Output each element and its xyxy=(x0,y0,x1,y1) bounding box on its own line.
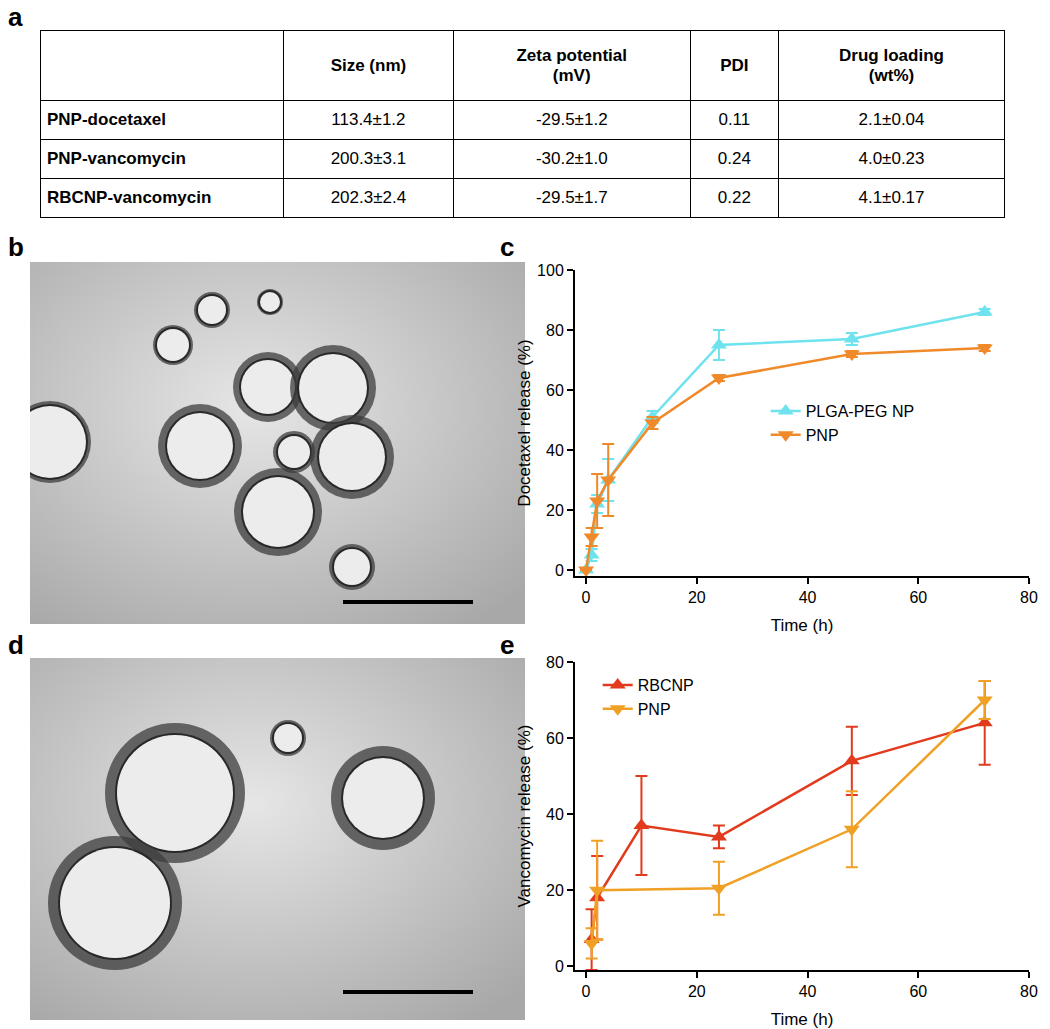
svg-text:40: 40 xyxy=(546,442,564,459)
html-text:0.22: 0.22 xyxy=(717,188,751,207)
html-text:c: c xyxy=(500,232,515,262)
html-text:d: d xyxy=(8,630,24,660)
svg-text:0: 0 xyxy=(555,958,564,975)
svg-text:60: 60 xyxy=(909,983,927,1000)
svg-text:20: 20 xyxy=(688,983,706,1000)
svg-text:60: 60 xyxy=(546,730,564,747)
html-text:PDI: PDI xyxy=(720,55,749,75)
html-text:e: e xyxy=(500,630,515,660)
html-text:-29.5±1.7: -29.5±1.7 xyxy=(535,188,608,207)
svg-text:0: 0 xyxy=(582,983,591,1000)
svg-text:Vancomycin release (%): Vancomycin release (%) xyxy=(515,725,534,908)
html-text:RBCNP-vancomycin: RBCNP-vancomycin xyxy=(47,188,212,207)
html-text:PNP-docetaxel: PNP-docetaxel xyxy=(47,110,166,130)
html-text:a: a xyxy=(8,2,23,32)
html-text:b: b xyxy=(8,232,24,262)
svg-text:80: 80 xyxy=(546,322,564,339)
svg-text:20: 20 xyxy=(546,502,564,519)
html-text:Size (nm): Size (nm) xyxy=(330,55,407,75)
html-text:0.24: 0.24 xyxy=(717,149,751,168)
svg-text:80: 80 xyxy=(1020,983,1038,1000)
html-text:0.11: 0.11 xyxy=(718,110,751,130)
svg-text:60: 60 xyxy=(546,382,564,399)
svg-text:PNP: PNP xyxy=(806,427,839,444)
svg-text:Time (h): Time (h) xyxy=(771,1010,834,1029)
html-text:4.0±0.23: 4.0±0.23 xyxy=(858,149,925,168)
html-text:PNP-vancomycin: PNP-vancomycin xyxy=(47,149,186,168)
html-text:-29.5±1.2: -29.5±1.2 xyxy=(535,110,608,130)
html-text:4.1±0.17: 4.1±0.17 xyxy=(858,188,925,207)
svg-text:RBCNP: RBCNP xyxy=(638,677,694,694)
html-text:Zeta potential (mV): Zeta potential (mV) xyxy=(516,45,627,85)
svg-text:0: 0 xyxy=(555,562,564,579)
html-text:-30.2±1.0: -30.2±1.0 xyxy=(535,149,608,168)
svg-text:20: 20 xyxy=(688,589,706,606)
svg-text:100: 100 xyxy=(537,262,564,279)
html-text:202.3±2.4: 202.3±2.4 xyxy=(330,188,407,207)
svg-text:20: 20 xyxy=(546,882,564,899)
svg-text:80: 80 xyxy=(546,654,564,671)
html-text:113.4±1.2: 113.4±1.2 xyxy=(331,110,406,130)
svg-text:40: 40 xyxy=(546,806,564,823)
svg-text:Time (h): Time (h) xyxy=(771,616,834,635)
svg-text:PLGA-PEG NP: PLGA-PEG NP xyxy=(806,403,914,420)
html-text:Drug loading (wt%): Drug loading (wt%) xyxy=(839,45,944,85)
svg-text:40: 40 xyxy=(799,983,817,1000)
html-text:2.1±0.04: 2.1±0.04 xyxy=(858,110,925,130)
svg-text:80: 80 xyxy=(1020,589,1038,606)
svg-text:PNP: PNP xyxy=(638,701,671,718)
svg-text:60: 60 xyxy=(909,589,927,606)
svg-text:40: 40 xyxy=(799,589,817,606)
svg-text:0: 0 xyxy=(582,589,591,606)
svg-text:Docetaxel release (%): Docetaxel release (%) xyxy=(515,339,534,506)
html-text:200.3±3.1: 200.3±3.1 xyxy=(330,149,407,168)
